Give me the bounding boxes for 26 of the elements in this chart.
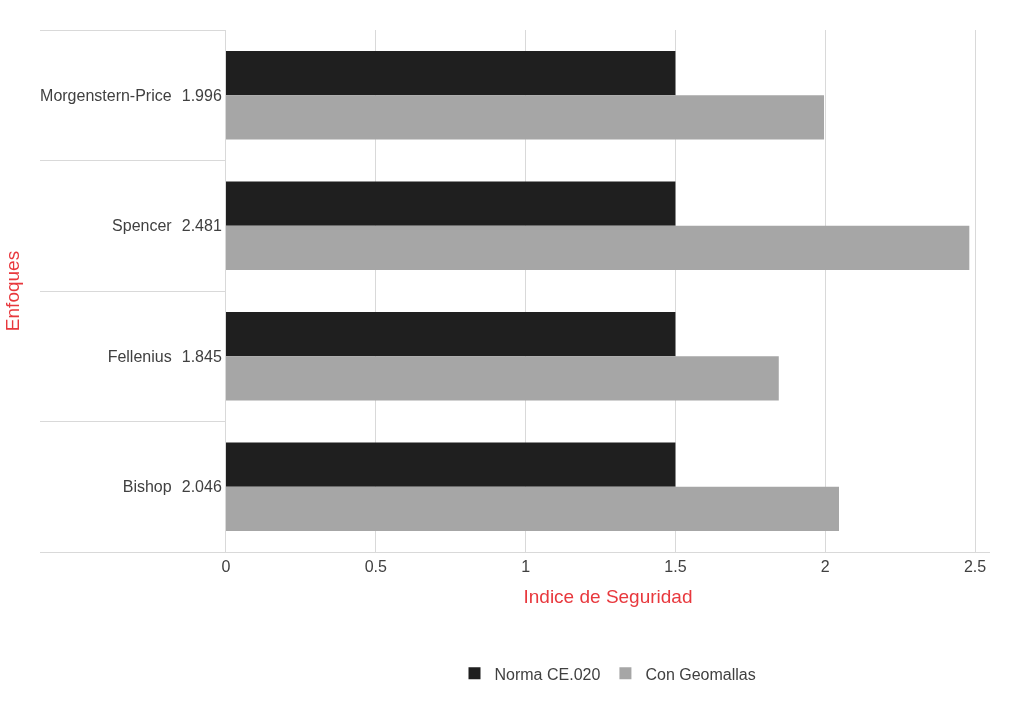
- x-tick-label: 1: [521, 558, 531, 576]
- bar: [226, 225, 970, 271]
- x-axis-title: Indice de Seguridad: [523, 586, 693, 607]
- x-tick-label: 2: [820, 558, 830, 576]
- y-tick-label: Bishop: [122, 478, 172, 496]
- x-tick-label: 0.5: [364, 558, 388, 576]
- bar: [226, 181, 676, 226]
- bar: [226, 486, 839, 532]
- bar: [226, 50, 676, 96]
- y-tick-label: Morgenstern-Price: [40, 86, 172, 104]
- data-label: 1.845: [181, 347, 222, 365]
- y-axis-title: Enfoques: [1, 250, 23, 332]
- legend-label: Norma CE.020: [494, 665, 601, 683]
- legend-label: Con Geomallas: [645, 665, 756, 683]
- data-label: 2.481: [181, 217, 222, 235]
- x-tick-label: 1.5: [664, 558, 687, 576]
- data-label: 1.996: [181, 86, 222, 104]
- y-tick-label: Fellenius: [107, 347, 172, 365]
- data-label: 2.046: [181, 478, 222, 496]
- y-tick-label: Spencer: [112, 217, 173, 235]
- bar: [226, 311, 676, 357]
- x-tick-label: 2.5: [963, 558, 987, 576]
- bar: [226, 442, 676, 487]
- x-tick-label: 0: [221, 558, 231, 576]
- bar: [226, 356, 779, 401]
- bar: [226, 95, 825, 140]
